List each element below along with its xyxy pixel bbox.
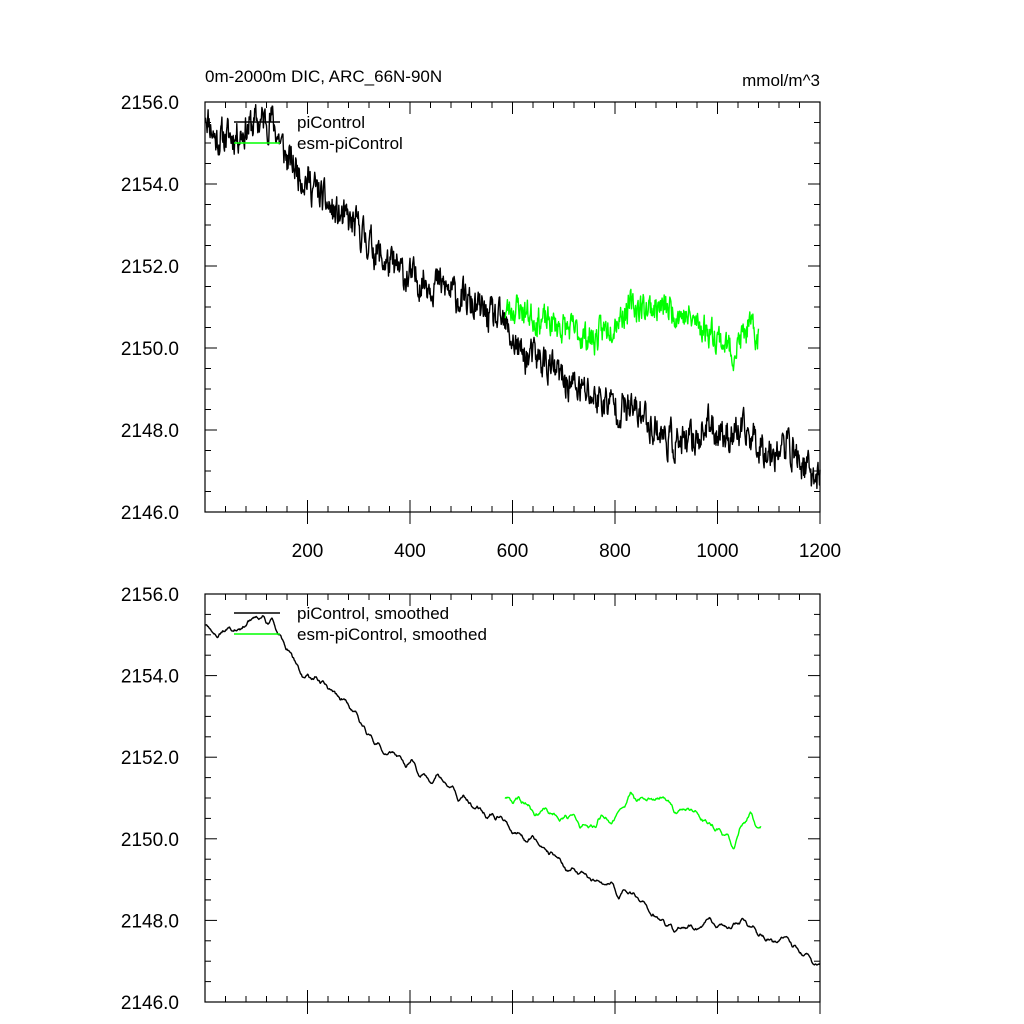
legend-label: piControl [297,113,365,132]
chart-title: 0m-2000m DIC, ARC_66N-90N [205,67,442,86]
y-tick-label: 2148.0 [121,911,179,932]
plot-frame [204,593,821,1003]
y-tick-label: 2156.0 [121,585,179,606]
legend-label: esm-piControl, smoothed [297,625,487,644]
y-tick-label: 2150.0 [121,830,179,851]
series-line-esm-picontrol-smoothed [504,791,762,850]
y-tick-label: 2146.0 [121,993,179,1014]
legend-label: piControl, smoothed [297,604,449,623]
x-tick-label: 800 [599,541,631,562]
series-line-picontrol [204,104,821,490]
chart-panel-2: 2146.0 2148.0 2150.0 2152.0 2154.0 2156.0 piCo… [121,585,821,1014]
y-tick-label: 2148.0 [121,421,179,442]
plot-frame [204,101,821,513]
y-tick-label: 2146.0 [121,503,179,524]
y-tick-label: 2152.0 [121,748,179,769]
series-line-esm-picontrol [504,288,760,372]
x-tick-label: 400 [394,541,426,562]
legend-label: esm-piControl [297,134,403,153]
x-tick-label: 1000 [696,541,738,562]
x-tick-label: 200 [292,541,324,562]
y-tick-label: 2156.0 [121,93,179,114]
x-tick-label: 600 [497,541,529,562]
y-tick-label: 2150.0 [121,339,179,360]
x-tick-label: 1200 [799,541,841,562]
series-line-picontrol-smoothed [205,615,821,966]
y-tick-label: 2154.0 [121,175,179,196]
units-label: mmol/m^3 [742,71,820,90]
chart-panel-1: 2146.0 2148.0 2150.0 2152.0 2154.0 2156.0 200 4… [121,67,841,562]
y-tick-label: 2152.0 [121,257,179,278]
y-tick-label: 2154.0 [121,667,179,688]
